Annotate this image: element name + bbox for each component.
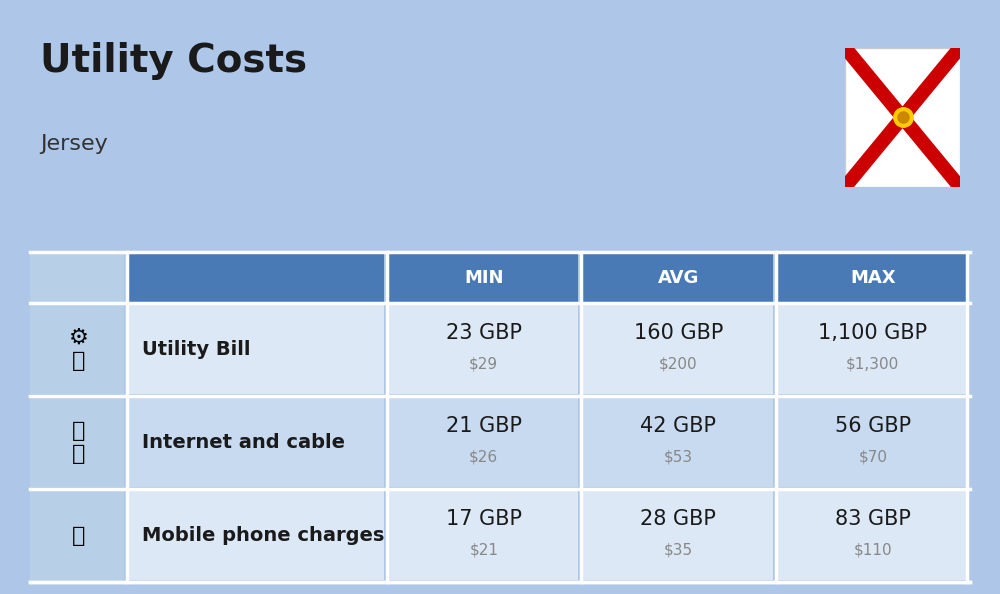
Text: $70: $70: [858, 450, 887, 465]
Text: 28 GBP: 28 GBP: [640, 509, 716, 529]
Text: 23 GBP: 23 GBP: [446, 323, 522, 343]
Text: AVG: AVG: [658, 268, 699, 287]
Text: MAX: MAX: [850, 268, 896, 287]
Text: MIN: MIN: [464, 268, 504, 287]
Text: $53: $53: [664, 450, 693, 465]
Text: $35: $35: [664, 543, 693, 558]
Text: Mobile phone charges: Mobile phone charges: [142, 526, 385, 545]
Text: Utility Bill: Utility Bill: [142, 340, 251, 359]
Text: 56 GBP: 56 GBP: [835, 416, 911, 436]
Text: $21: $21: [469, 543, 498, 558]
Text: $200: $200: [659, 357, 698, 372]
Text: $1,300: $1,300: [846, 357, 899, 372]
Text: 42 GBP: 42 GBP: [640, 416, 716, 436]
Text: Internet and cable: Internet and cable: [142, 433, 345, 452]
Text: 📱: 📱: [72, 526, 85, 546]
FancyBboxPatch shape: [845, 48, 960, 187]
Text: ⚙️
🔋: ⚙️ 🔋: [69, 328, 89, 371]
Text: 21 GBP: 21 GBP: [446, 416, 522, 436]
Text: $26: $26: [469, 450, 498, 465]
Text: 1,100 GBP: 1,100 GBP: [818, 323, 927, 343]
Text: 160 GBP: 160 GBP: [634, 323, 723, 343]
Text: $29: $29: [469, 357, 498, 372]
Text: 83 GBP: 83 GBP: [835, 509, 911, 529]
Text: Jersey: Jersey: [40, 134, 108, 154]
Text: 📶
🖥: 📶 🖥: [72, 421, 85, 464]
Text: $110: $110: [853, 543, 892, 558]
Text: 17 GBP: 17 GBP: [446, 509, 522, 529]
Text: Utility Costs: Utility Costs: [40, 42, 307, 80]
